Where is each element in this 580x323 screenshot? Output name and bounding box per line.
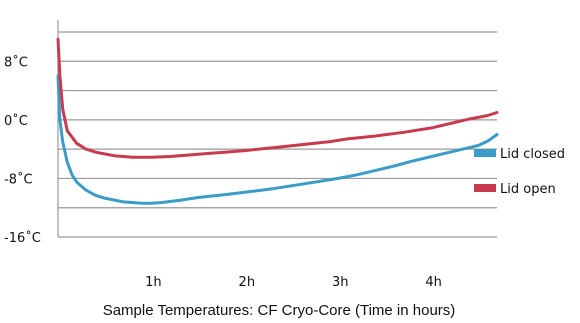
- chart-title: Sample Temperatures: CF Cryo-Core (Time …: [103, 302, 456, 319]
- x-tick-labels: 1h 2h 3h 4h: [145, 275, 442, 290]
- y-tick-label: 8˚C: [4, 54, 28, 70]
- x-tick-label: 1h: [145, 275, 162, 290]
- legend: Lid closed Lid open: [474, 147, 565, 197]
- x-tick-label: 2h: [239, 275, 256, 290]
- x-tick-label: 4h: [425, 275, 442, 290]
- gridlines: [58, 31, 497, 238]
- legend-label: Lid open: [500, 182, 556, 197]
- legend-swatch: [474, 149, 496, 157]
- y-tick-label: -16˚C: [4, 230, 41, 246]
- legend-label: Lid closed: [500, 147, 565, 162]
- y-tick-label: -8˚C: [4, 171, 33, 187]
- series-lines: [56, 37, 499, 205]
- y-tick-label: 0˚C: [4, 113, 28, 129]
- y-tick-labels: 8˚C 0˚C -8˚C -16˚C: [4, 54, 41, 246]
- x-tick-label: 3h: [332, 275, 349, 290]
- series-line-lid-open: [56, 37, 499, 159]
- legend-swatch: [474, 184, 496, 192]
- series-line-lid-closed: [56, 74, 499, 205]
